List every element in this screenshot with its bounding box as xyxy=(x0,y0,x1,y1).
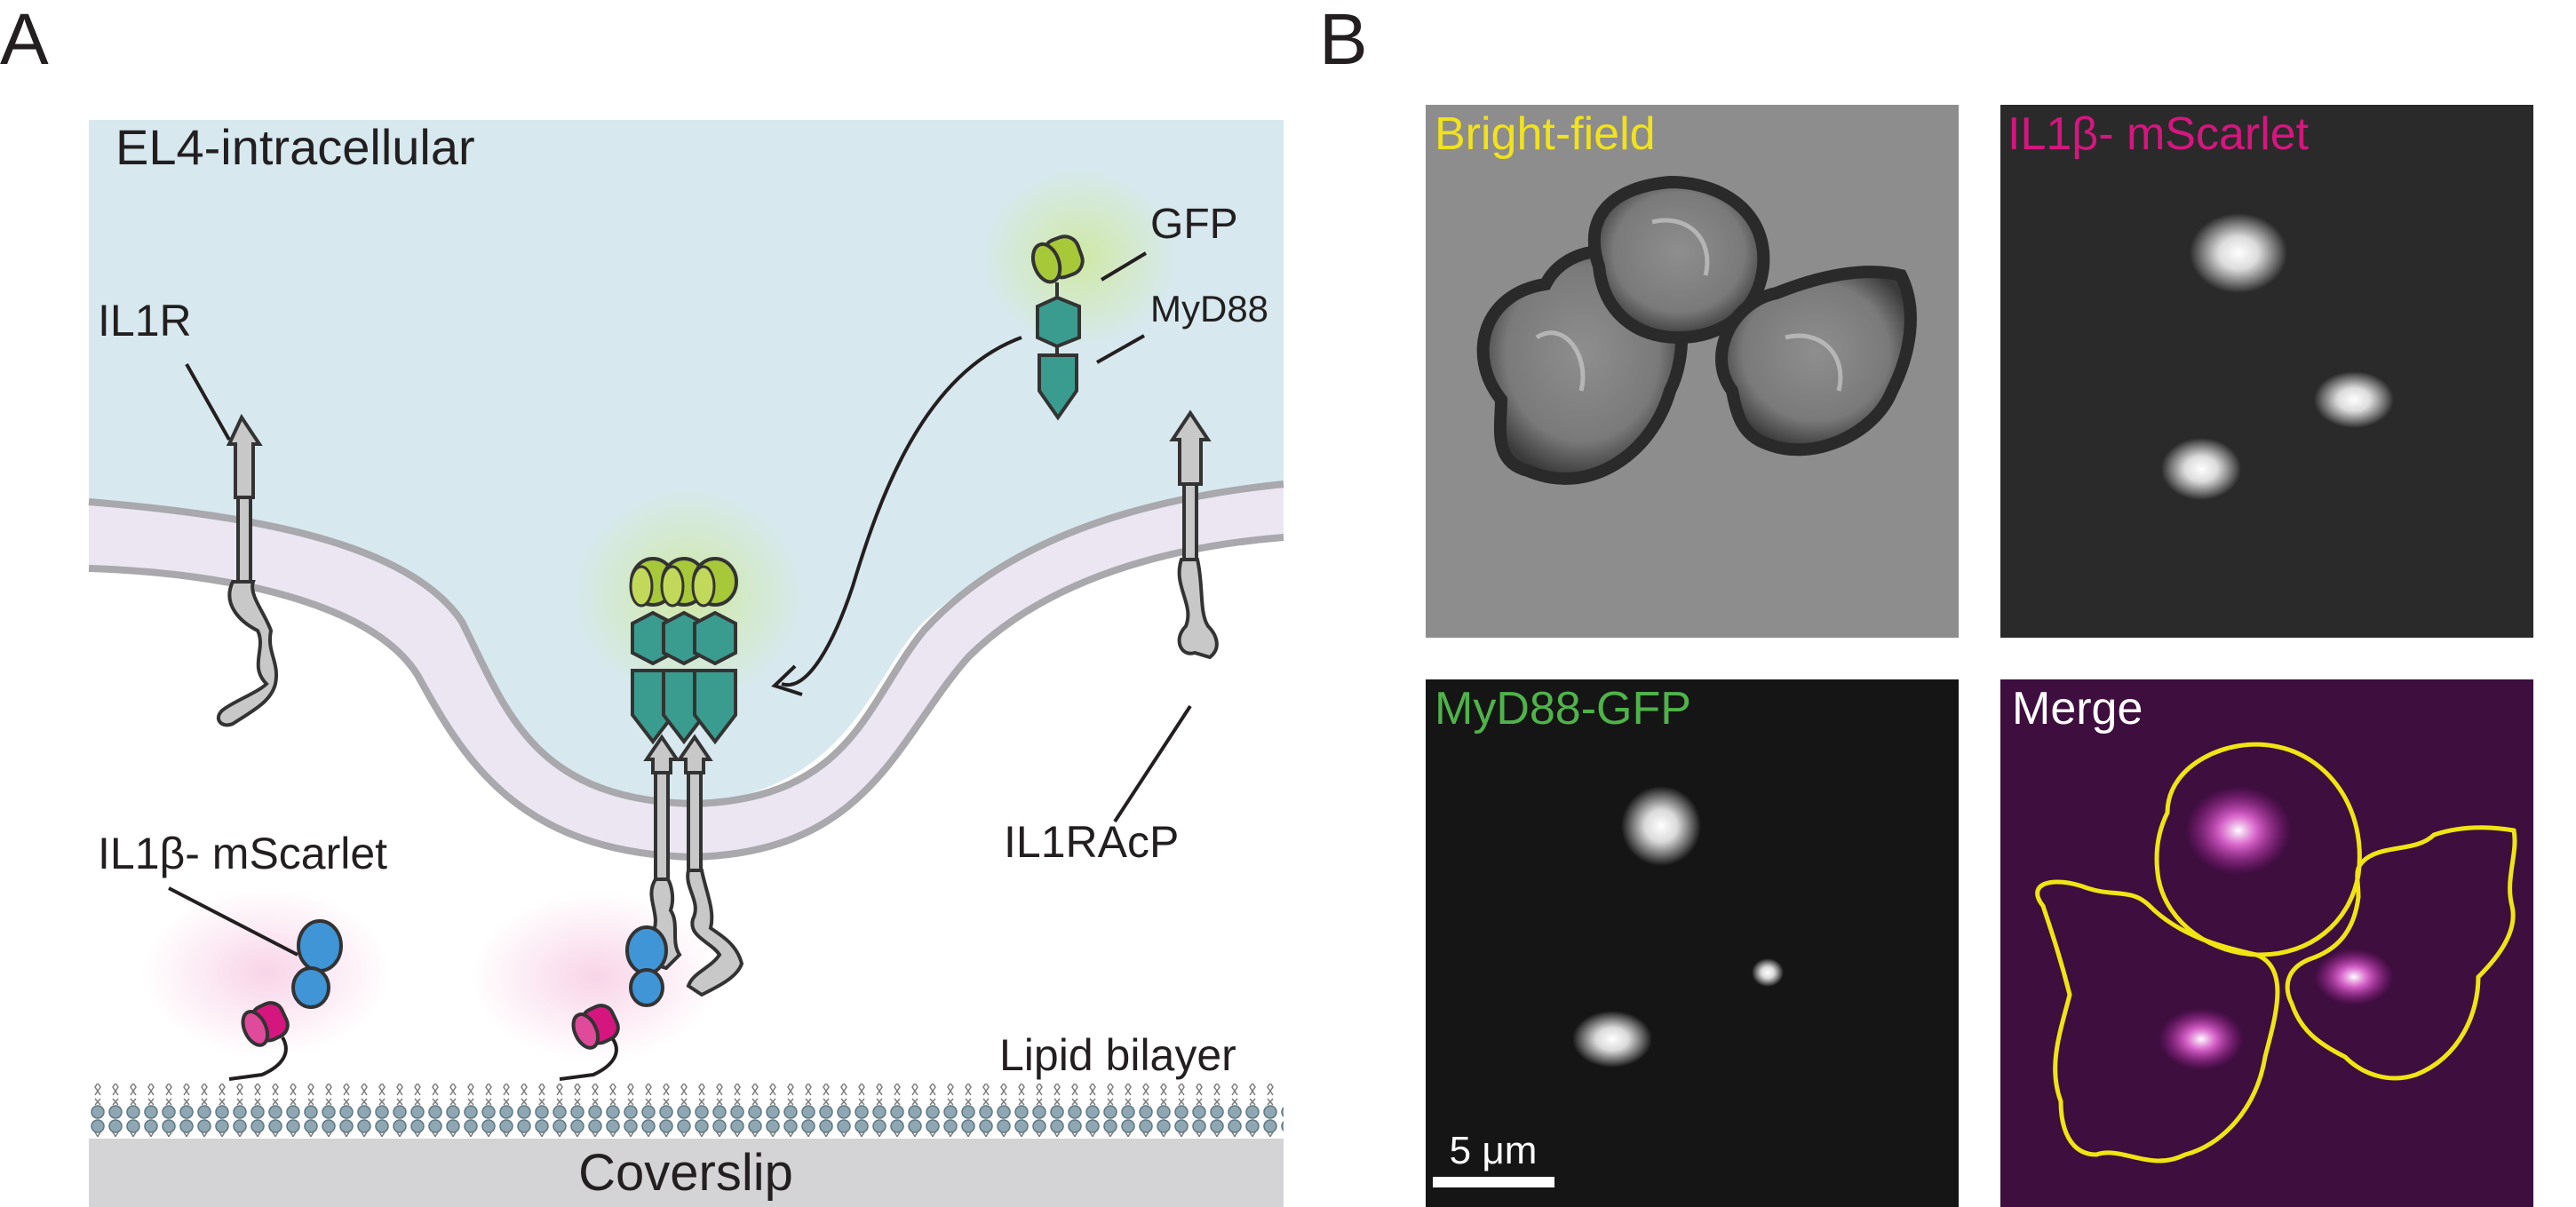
cell-outline-left xyxy=(2035,879,2280,1163)
il1racp-receptor xyxy=(1169,409,1219,660)
cytoplasm-region xyxy=(89,120,1284,804)
brightfield-cells xyxy=(1476,175,1917,485)
mscarlet-image: IL1β- mScarlet xyxy=(2000,105,2533,638)
panel-a-letter: A xyxy=(0,0,49,80)
myd88-label: MyD88 xyxy=(1150,288,1268,330)
il1racp-pointer xyxy=(1113,704,1192,823)
coverslip-label: Coverslip xyxy=(578,1144,793,1202)
scalebar-label: 5 μm xyxy=(1450,1129,1538,1172)
gfp-caps xyxy=(629,557,738,607)
il1b-pointer xyxy=(168,886,298,957)
il1b-mscarlet-free xyxy=(228,919,343,1081)
panel-b: B Bright-field IL1β- mScarlet xyxy=(1319,0,2533,1207)
cell-outline-top xyxy=(2154,742,2362,957)
gfp-spot-2 xyxy=(1572,1011,1652,1068)
il1racp-label: IL1RAcP xyxy=(1004,817,1179,867)
gfp-label: GFP xyxy=(1150,201,1238,248)
coverslip xyxy=(89,1139,1284,1207)
panel-a: A EL4-intracellular IL1R IL1RAcP xyxy=(0,0,1284,1207)
merge-label: Merge xyxy=(2012,683,2143,735)
brightfield-label: Bright-field xyxy=(1435,108,1656,160)
gfp-spot-1 xyxy=(1621,786,1701,866)
brightfield-image: Bright-field xyxy=(1426,105,1959,638)
merge-image: Merge xyxy=(2000,679,2533,1207)
el4-intracellular-label: EL4-intracellular xyxy=(115,119,475,175)
gfp-label: MyD88-GFP xyxy=(1435,683,1691,735)
il1r-receptor xyxy=(216,413,278,727)
plasma-membrane xyxy=(89,484,1284,857)
merge-spot-2 xyxy=(2314,949,2394,1005)
myddosome-cluster xyxy=(559,557,744,1081)
recruitment-arrow xyxy=(781,336,1022,687)
merge-spot-1 xyxy=(2185,786,2292,875)
recruitment-arrowhead xyxy=(771,664,803,696)
merge-spot-3 xyxy=(2159,1008,2244,1070)
myd88-pointer xyxy=(1096,334,1145,364)
cell-outline-right xyxy=(2285,825,2517,1081)
mscarlet-spot-1 xyxy=(2190,213,2287,293)
mscarlet-spot-2 xyxy=(2314,371,2394,428)
gfp-spot-3 xyxy=(1752,958,1784,987)
free-myd88-gfp xyxy=(1030,234,1085,421)
il1b-mscarlet-label: IL1β- mScarlet xyxy=(98,829,387,878)
il1r-label: IL1R xyxy=(98,296,192,345)
mscarlet-label: IL1β- mScarlet xyxy=(2008,108,2310,160)
myd88-tir-domains xyxy=(631,669,737,745)
lipid-bilayer xyxy=(89,1084,1284,1137)
mscarlet-spot-3 xyxy=(2161,438,2241,500)
myd88-death-domains xyxy=(631,610,737,666)
il1r-pointer xyxy=(185,363,231,441)
gfp-image: MyD88-GFP 5 μm xyxy=(1426,679,1959,1207)
lipid-bilayer-label: Lipid bilayer xyxy=(999,1030,1236,1080)
cell-outlines xyxy=(2035,742,2517,1163)
scalebar xyxy=(1433,1177,1554,1187)
panel-b-letter: B xyxy=(1319,0,1368,80)
gfp-pointer xyxy=(1100,251,1148,282)
